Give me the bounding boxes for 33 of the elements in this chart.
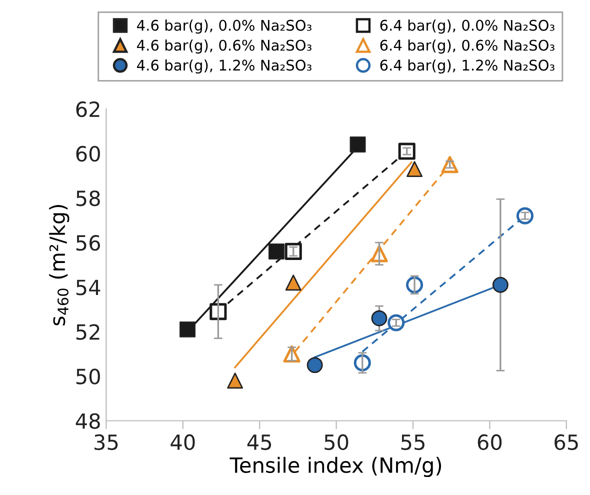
x-tick-label: 50 [324, 434, 348, 450]
point [371, 310, 388, 326]
legend-label: 6.4 bar(g), 0.0% Na₂SO₃ [380, 20, 554, 34]
legend-label: 4.6 bar(g), 1.2% Na₂SO₃ [137, 59, 312, 74]
point [227, 372, 244, 389]
x-axis-title: Tensile index (Nm/g) [230, 456, 442, 478]
point [350, 136, 366, 153]
y-axis-title: s$_{460}$ (m²/kg) [49, 204, 70, 326]
y-tick-label: 58 [76, 190, 100, 206]
y-tick-label: 62 [76, 101, 100, 118]
y-tick-label: 48 [76, 413, 100, 429]
y-tick-label: 54 [76, 280, 100, 296]
x-tick-label: 35 [94, 434, 118, 450]
point [306, 357, 323, 374]
point [210, 303, 227, 320]
legend-label: 6.4 bar(g), 0.6% Na₂SO₃ [380, 39, 554, 54]
point [180, 321, 196, 338]
y-tick-label: 52 [76, 324, 100, 340]
legend-label: 4.6 bar(g), 0.0% Na₂SO₃ [137, 20, 312, 34]
y-tick-label: 60 [76, 146, 100, 162]
legend-label: 4.6 bar(g), 0.6% Na₂SO₃ [137, 39, 312, 54]
x-tick-label: 65 [554, 434, 578, 450]
x-tick-label: 45 [247, 434, 272, 450]
legend-label: 6.4 bar(g), 1.2% Na₂SO₃ [380, 59, 554, 74]
x-tick-label: 60 [478, 434, 502, 450]
point [285, 274, 302, 291]
x-tick-label: 55 [401, 434, 424, 450]
point [268, 243, 284, 260]
point [492, 276, 508, 293]
y-tick-label: 56 [76, 235, 100, 251]
point [406, 161, 423, 178]
y-tick-label: 50 [76, 368, 100, 384]
x-tick-label: 40 [170, 434, 195, 450]
